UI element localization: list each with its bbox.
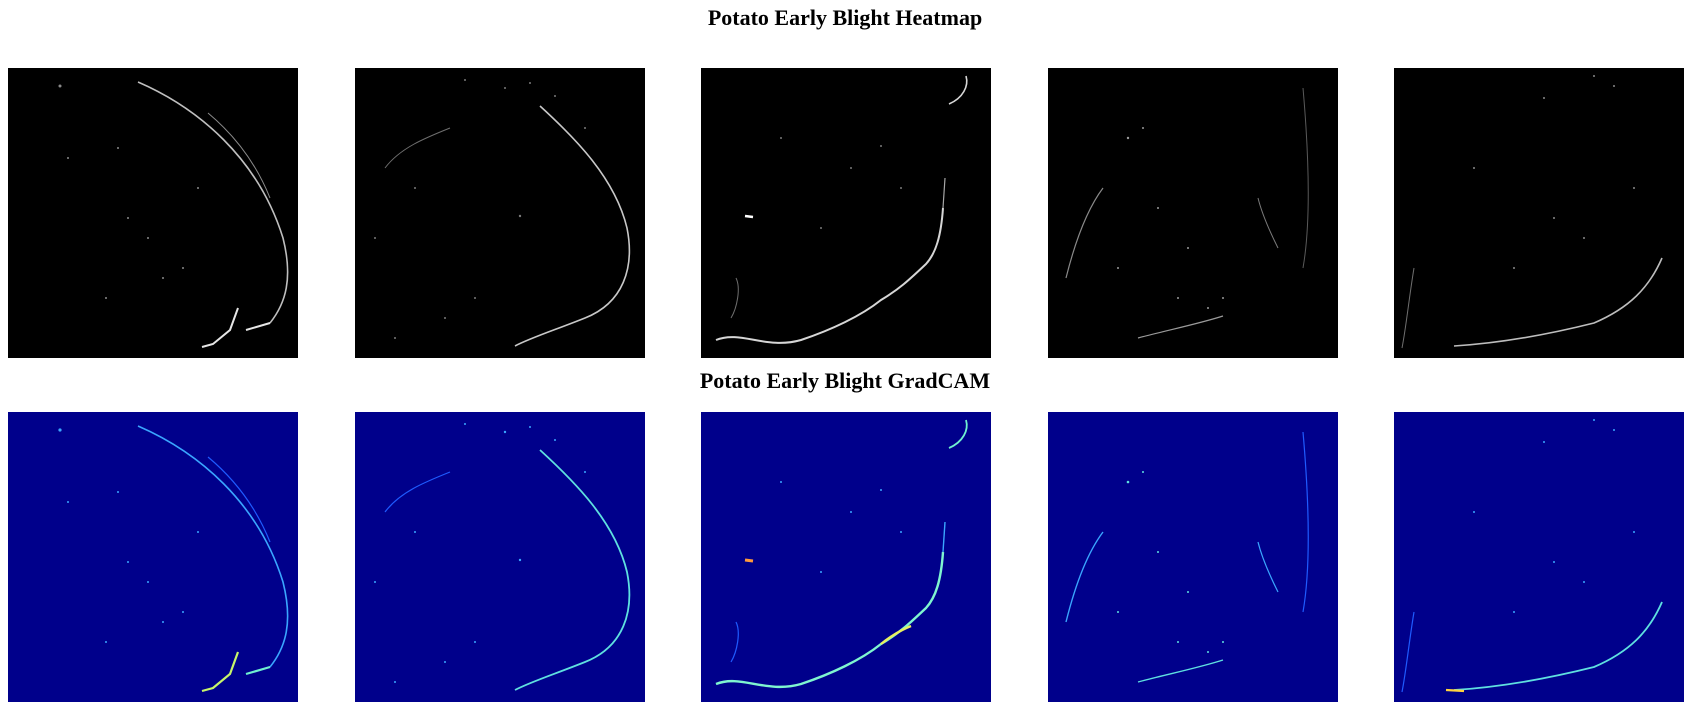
heatmap-image-1 bbox=[8, 68, 298, 358]
gradcam-image-5 bbox=[1394, 412, 1684, 702]
gradcam-image-1 bbox=[8, 412, 298, 702]
gradcam-image-2 bbox=[355, 412, 645, 702]
heatmap-row-title: Potato Early Blight Heatmap bbox=[707, 5, 983, 30]
heatmap-image-2 bbox=[355, 68, 645, 358]
gradcam-row-title: Potato Early Blight GradCAM bbox=[699, 368, 991, 393]
gradcam-image-3 bbox=[701, 412, 991, 702]
gradcam-image-4 bbox=[1048, 412, 1338, 702]
heatmap-image-4 bbox=[1048, 68, 1338, 358]
heatmap-image-3 bbox=[701, 68, 991, 358]
heatmap-image-5 bbox=[1394, 68, 1684, 358]
